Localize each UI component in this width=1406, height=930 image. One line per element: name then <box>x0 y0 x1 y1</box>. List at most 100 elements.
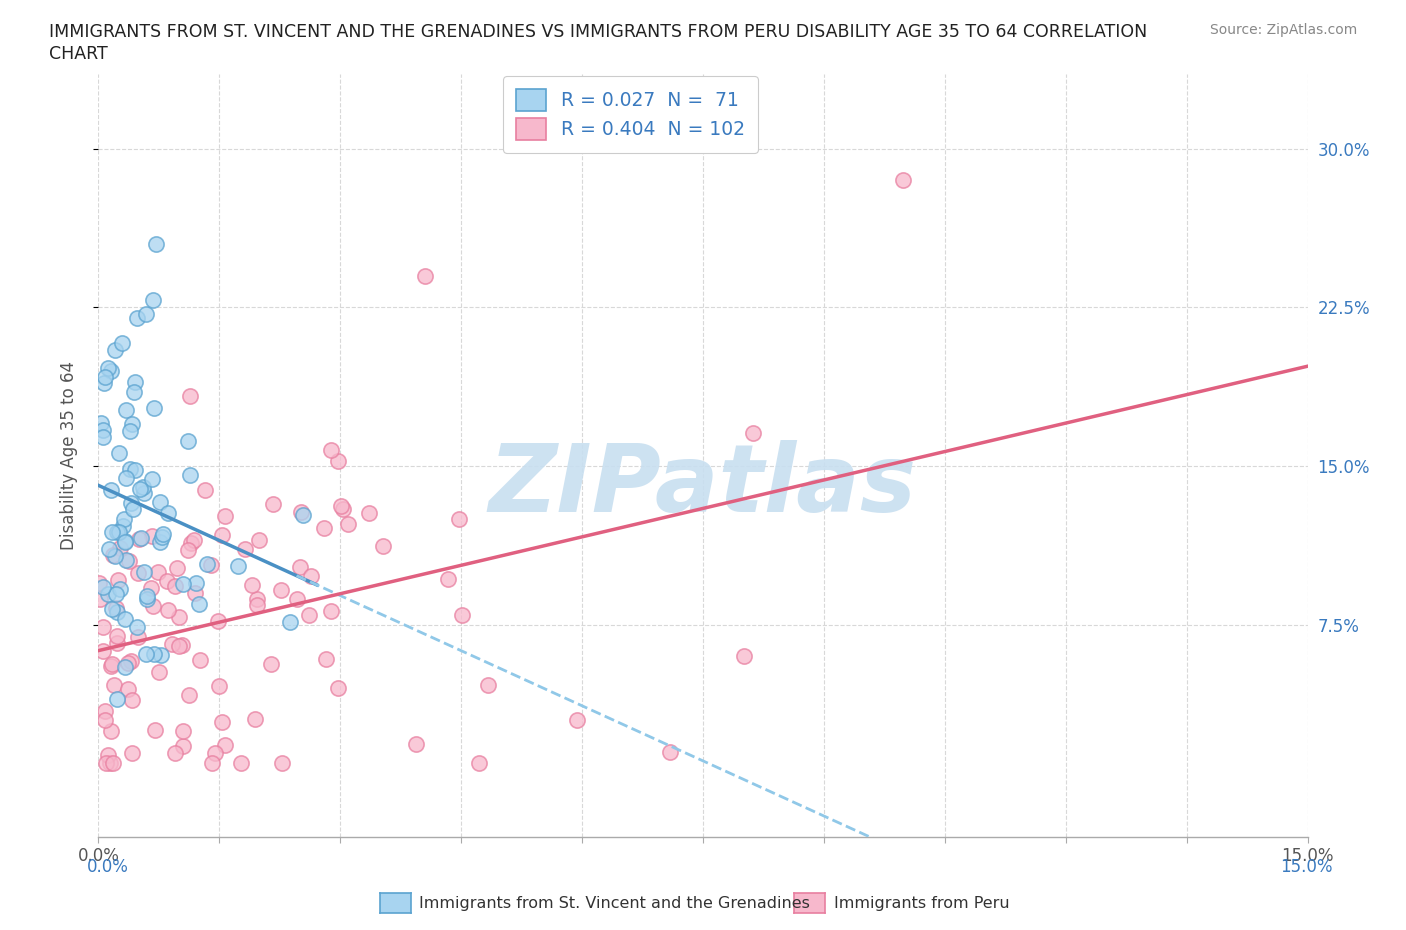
Point <box>285 591 308 606</box>
Point <box>260 657 283 671</box>
Point <box>188 596 211 611</box>
Point <box>121 693 143 708</box>
Point <box>143 723 166 737</box>
Point <box>233 541 256 556</box>
Point <box>100 364 122 379</box>
Point <box>405 737 427 751</box>
Point <box>150 529 173 544</box>
Point <box>127 565 149 580</box>
Point <box>177 433 200 448</box>
Point <box>101 525 124 539</box>
Point <box>149 648 172 663</box>
Point <box>105 635 128 650</box>
Point <box>326 681 349 696</box>
Point <box>94 704 117 719</box>
Point <box>100 755 122 770</box>
Point <box>292 508 315 523</box>
Point <box>240 578 263 592</box>
Point <box>120 462 142 477</box>
Point <box>167 609 190 624</box>
Point <box>332 502 354 517</box>
Point <box>103 678 125 693</box>
Text: 15.0%: 15.0% <box>1281 857 1333 876</box>
Text: Immigrants from Peru: Immigrants from Peru <box>834 897 1010 911</box>
Text: 0.0%: 0.0% <box>87 857 129 876</box>
Point <box>214 509 236 524</box>
Point <box>297 607 319 622</box>
Point <box>204 746 226 761</box>
Text: ZIPatlas: ZIPatlas <box>489 440 917 532</box>
Point <box>91 580 114 595</box>
Point <box>157 506 180 521</box>
Y-axis label: Disability Age 35 to 64: Disability Age 35 to 64 <box>59 361 77 551</box>
Point <box>468 755 491 770</box>
Point <box>183 586 205 601</box>
Point <box>105 604 128 619</box>
Point <box>148 664 170 679</box>
Point <box>107 525 129 539</box>
Point <box>104 601 127 616</box>
Point <box>132 480 155 495</box>
Point <box>100 724 122 738</box>
Point <box>94 755 117 770</box>
Point <box>111 336 134 351</box>
Point <box>142 599 165 614</box>
Point <box>105 628 128 643</box>
Point <box>184 576 207 591</box>
Point <box>207 614 229 629</box>
Point <box>107 573 129 588</box>
Text: CHART: CHART <box>49 45 108 62</box>
Point <box>101 755 124 770</box>
Point <box>315 651 337 666</box>
Point <box>288 560 311 575</box>
Point <box>91 644 114 658</box>
Point <box>329 498 352 513</box>
Point <box>120 653 142 668</box>
Point <box>104 587 127 602</box>
Point <box>104 549 127 564</box>
Point <box>114 534 136 549</box>
Point <box>114 535 136 550</box>
Point <box>125 619 148 634</box>
Point <box>100 483 122 498</box>
Point <box>97 361 120 376</box>
Point <box>91 430 114 445</box>
Legend: R = 0.027  N =  71, R = 0.404  N = 102: R = 0.027 N = 71, R = 0.404 N = 102 <box>503 76 758 153</box>
Point <box>156 574 179 589</box>
Point <box>128 531 150 546</box>
Point <box>117 682 139 697</box>
Point <box>122 502 145 517</box>
Point <box>166 561 188 576</box>
Point <box>167 638 190 653</box>
Point <box>135 307 157 322</box>
Point <box>90 416 112 431</box>
Point <box>245 711 267 726</box>
Point <box>208 679 231 694</box>
Point <box>94 713 117 728</box>
Point <box>112 512 135 526</box>
Point <box>299 568 322 583</box>
Point <box>371 538 394 553</box>
Point <box>146 565 169 579</box>
Point <box>121 417 143 432</box>
Point <box>193 482 215 497</box>
Point <box>321 604 343 618</box>
Point <box>477 678 499 693</box>
Point <box>105 525 128 539</box>
Point <box>117 656 139 671</box>
Point <box>122 384 145 399</box>
Text: Source: ZipAtlas.com: Source: ZipAtlas.com <box>1209 23 1357 37</box>
Point <box>124 463 146 478</box>
Point <box>270 582 292 597</box>
Text: IMMIGRANTS FROM ST. VINCENT AND THE GRENADINES VS IMMIGRANTS FROM PERU DISABILIT: IMMIGRANTS FROM ST. VINCENT AND THE GREN… <box>49 23 1147 41</box>
Point <box>211 527 233 542</box>
Point <box>114 659 136 674</box>
Point <box>200 558 222 573</box>
Point <box>165 578 187 593</box>
Point <box>135 589 157 604</box>
Point <box>226 559 249 574</box>
Point <box>415 268 437 283</box>
Point <box>136 591 159 606</box>
Point <box>118 553 141 568</box>
Point <box>321 443 343 458</box>
